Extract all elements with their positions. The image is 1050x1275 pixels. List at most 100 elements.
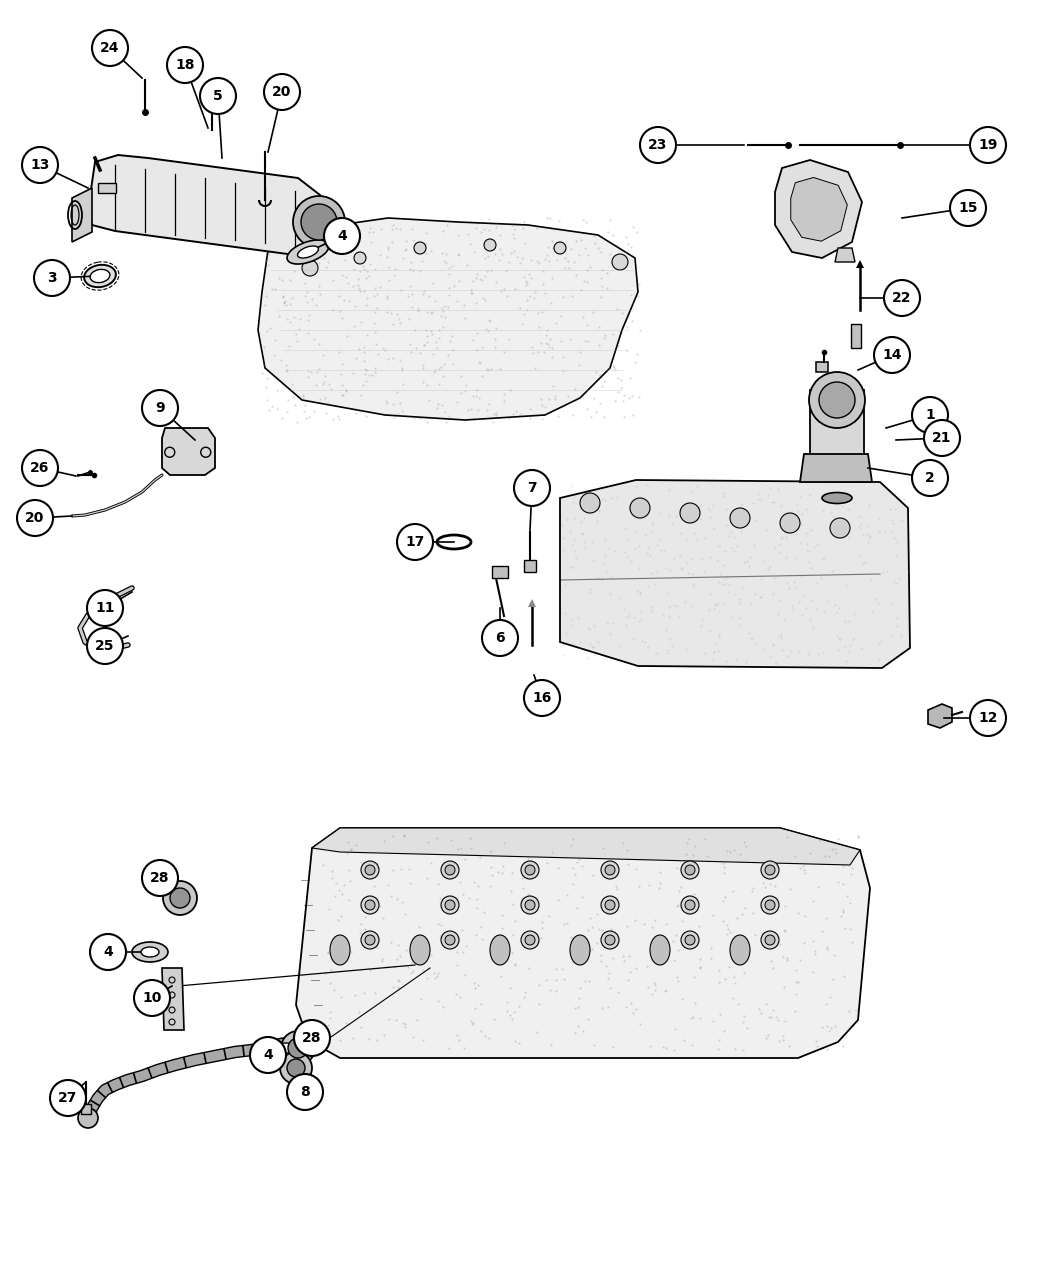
Circle shape bbox=[819, 382, 855, 418]
Polygon shape bbox=[296, 827, 870, 1058]
Circle shape bbox=[554, 242, 566, 254]
Text: 8: 8 bbox=[300, 1085, 310, 1099]
Polygon shape bbox=[524, 560, 536, 572]
Circle shape bbox=[521, 931, 539, 949]
Circle shape bbox=[142, 390, 178, 426]
Polygon shape bbox=[928, 704, 952, 728]
Circle shape bbox=[354, 252, 366, 264]
Polygon shape bbox=[492, 566, 508, 578]
Circle shape bbox=[525, 935, 536, 945]
Circle shape bbox=[765, 900, 775, 910]
Text: 14: 14 bbox=[882, 348, 902, 362]
Circle shape bbox=[912, 397, 948, 434]
Circle shape bbox=[142, 861, 178, 896]
Polygon shape bbox=[850, 324, 861, 348]
Circle shape bbox=[761, 861, 779, 878]
Polygon shape bbox=[312, 827, 860, 864]
Circle shape bbox=[78, 1108, 98, 1128]
Ellipse shape bbox=[650, 935, 670, 965]
Text: 21: 21 bbox=[932, 431, 951, 445]
Ellipse shape bbox=[730, 935, 750, 965]
Ellipse shape bbox=[90, 269, 110, 283]
Text: 11: 11 bbox=[96, 601, 114, 615]
Circle shape bbox=[514, 470, 550, 506]
Circle shape bbox=[441, 896, 459, 914]
Circle shape bbox=[280, 1052, 312, 1084]
Circle shape bbox=[287, 1060, 304, 1077]
Circle shape bbox=[950, 190, 986, 226]
Circle shape bbox=[524, 680, 560, 717]
Text: 16: 16 bbox=[532, 691, 551, 705]
Circle shape bbox=[167, 47, 203, 83]
Ellipse shape bbox=[277, 1043, 295, 1053]
Circle shape bbox=[200, 78, 236, 113]
Circle shape bbox=[525, 900, 536, 910]
Circle shape bbox=[293, 196, 345, 249]
Circle shape bbox=[302, 260, 318, 275]
Text: 7: 7 bbox=[527, 481, 537, 495]
Circle shape bbox=[445, 864, 455, 875]
Circle shape bbox=[365, 864, 375, 875]
Polygon shape bbox=[775, 159, 862, 258]
Polygon shape bbox=[800, 454, 872, 482]
Circle shape bbox=[924, 419, 960, 456]
Text: 13: 13 bbox=[30, 158, 49, 172]
Circle shape bbox=[361, 861, 379, 878]
Text: 3: 3 bbox=[47, 272, 57, 286]
Polygon shape bbox=[208, 78, 216, 84]
Circle shape bbox=[525, 864, 536, 875]
Polygon shape bbox=[88, 156, 320, 255]
Text: 6: 6 bbox=[496, 631, 505, 645]
Text: 15: 15 bbox=[959, 201, 978, 215]
Polygon shape bbox=[791, 177, 847, 241]
Circle shape bbox=[601, 861, 619, 878]
Polygon shape bbox=[560, 479, 910, 668]
Circle shape bbox=[681, 861, 699, 878]
Text: 25: 25 bbox=[96, 639, 114, 653]
Ellipse shape bbox=[287, 240, 329, 264]
Circle shape bbox=[414, 242, 426, 254]
Text: 24: 24 bbox=[100, 41, 120, 55]
Circle shape bbox=[780, 513, 800, 533]
Circle shape bbox=[287, 1074, 323, 1111]
Ellipse shape bbox=[410, 935, 430, 965]
Circle shape bbox=[445, 935, 455, 945]
Polygon shape bbox=[162, 428, 215, 476]
Circle shape bbox=[324, 218, 360, 254]
Circle shape bbox=[484, 238, 496, 251]
Circle shape bbox=[365, 935, 375, 945]
Circle shape bbox=[765, 935, 775, 945]
Circle shape bbox=[685, 864, 695, 875]
Circle shape bbox=[912, 460, 948, 496]
Circle shape bbox=[441, 861, 459, 878]
Polygon shape bbox=[162, 968, 184, 1030]
Text: 28: 28 bbox=[150, 871, 170, 885]
Text: 2: 2 bbox=[925, 470, 934, 484]
Circle shape bbox=[92, 31, 128, 66]
Text: 20: 20 bbox=[25, 511, 45, 525]
Circle shape bbox=[681, 931, 699, 949]
Polygon shape bbox=[810, 390, 864, 458]
Text: 22: 22 bbox=[892, 291, 911, 305]
Polygon shape bbox=[835, 249, 855, 261]
Circle shape bbox=[630, 499, 650, 518]
Ellipse shape bbox=[141, 947, 159, 958]
Polygon shape bbox=[98, 184, 116, 193]
Circle shape bbox=[765, 864, 775, 875]
Circle shape bbox=[605, 900, 615, 910]
Circle shape bbox=[730, 507, 750, 528]
Text: 27: 27 bbox=[59, 1091, 78, 1105]
Circle shape bbox=[301, 204, 337, 240]
Circle shape bbox=[163, 881, 197, 915]
Circle shape bbox=[445, 900, 455, 910]
Circle shape bbox=[365, 900, 375, 910]
Text: 1: 1 bbox=[925, 408, 934, 422]
Ellipse shape bbox=[330, 935, 350, 965]
Circle shape bbox=[361, 931, 379, 949]
Circle shape bbox=[521, 861, 539, 878]
Circle shape bbox=[397, 524, 433, 560]
Circle shape bbox=[22, 450, 58, 486]
Circle shape bbox=[605, 935, 615, 945]
Circle shape bbox=[34, 260, 70, 296]
Circle shape bbox=[761, 896, 779, 914]
